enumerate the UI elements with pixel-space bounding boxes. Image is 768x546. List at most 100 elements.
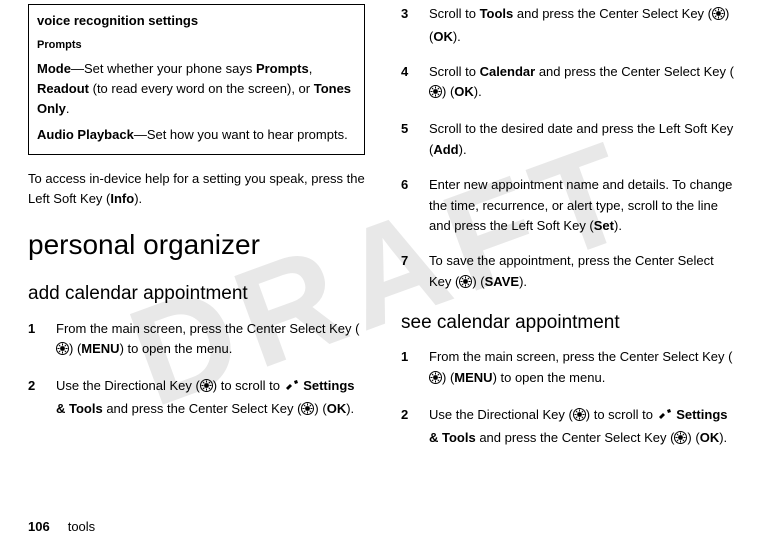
step-number: 2 xyxy=(28,376,56,422)
step-text-paren: ) ( xyxy=(687,430,699,445)
center-select-key-icon xyxy=(301,401,314,422)
step-text-c: ). xyxy=(474,84,482,99)
step-number: 7 xyxy=(401,251,429,295)
section-title-personal-organizer: personal organizer xyxy=(28,224,365,266)
step-key-set: Set xyxy=(594,218,614,233)
step-key-menu: MENU xyxy=(454,370,492,385)
step-text: To save the appointment, press the Cente… xyxy=(429,251,738,295)
settings-tools-icon xyxy=(657,406,673,427)
box-header: voice recognition settings xyxy=(37,11,356,31)
right-column: 3 Scroll to Tools and press the Center S… xyxy=(401,4,738,464)
box-audio-line: Audio Playback—Set how you want to hear … xyxy=(37,125,356,145)
step-text-a: Use the Directional Key ( xyxy=(56,378,200,393)
step-text: Scroll to Tools and press the Center Sel… xyxy=(429,4,738,48)
mode-prompts: Prompts xyxy=(256,61,309,76)
right-step-5: 5 Scroll to the desired date and press t… xyxy=(401,119,738,161)
step-key-ok: OK xyxy=(327,401,347,416)
footer-section: tools xyxy=(68,519,95,534)
right-step-6: 6 Enter new appointment name and details… xyxy=(401,175,738,237)
voice-recognition-box: voice recognition settings Prompts Mode—… xyxy=(28,4,365,155)
right-step-4: 4 Scroll to Calendar and press the Cente… xyxy=(401,62,738,106)
mode-readout: Readout xyxy=(37,81,89,96)
mode-label: Mode xyxy=(37,61,71,76)
subtitle-add-calendar: add calendar appointment xyxy=(28,280,365,309)
step-text-c: and press the Center Select Key ( xyxy=(103,401,302,416)
step-text: Use the Directional Key () to scroll to … xyxy=(429,405,738,451)
left-column: voice recognition settings Prompts Mode—… xyxy=(28,4,365,464)
step-text-a: Scroll to the desired date and press the… xyxy=(429,121,733,157)
step-text-a: Enter new appointment name and details. … xyxy=(429,177,732,234)
step-text: Enter new appointment name and details. … xyxy=(429,175,738,237)
left-step-2: 2 Use the Directional Key ( ) to scroll t… xyxy=(28,376,365,422)
step-text-a: From the main screen, press the Center S… xyxy=(56,321,359,336)
step-key-ok: OK xyxy=(433,29,453,44)
step-text: From the main screen, press the Center S… xyxy=(429,347,738,391)
step-number: 3 xyxy=(401,4,429,48)
help-text-b: ). xyxy=(134,191,142,206)
step-text-paren: ) ( xyxy=(314,401,326,416)
step-text-a: Scroll to xyxy=(429,6,480,21)
step-text-paren: ) ( xyxy=(442,370,454,385)
page-footer: 106 tools xyxy=(28,517,95,537)
step-text-a: Use the Directional Key ( xyxy=(429,407,573,422)
step-text-c: ). xyxy=(459,142,467,157)
step-text-c: ). xyxy=(519,274,527,289)
step-text-paren: ) ( xyxy=(442,84,454,99)
center-select-key-icon xyxy=(674,430,687,451)
step-number: 5 xyxy=(401,119,429,161)
audio-label: Audio Playback xyxy=(37,127,134,142)
center-select-key-icon xyxy=(56,341,69,362)
step-key-ok: OK xyxy=(700,430,720,445)
step-number: 6 xyxy=(401,175,429,237)
box-mode-line: Mode—Set whether your phone says Prompts… xyxy=(37,59,356,119)
center-select-key-icon xyxy=(712,6,725,27)
mode-text-end: . xyxy=(66,101,70,116)
settings-tools-icon xyxy=(284,377,300,398)
step-key-add: Add xyxy=(433,142,458,157)
step-text-b: ) to open the menu. xyxy=(493,370,606,385)
step-text-b: ) to open the menu. xyxy=(120,341,233,356)
directional-key-icon xyxy=(200,378,213,399)
step-key-save: SAVE xyxy=(485,274,519,289)
step-number: 1 xyxy=(28,319,56,363)
center-select-key-icon xyxy=(459,274,472,295)
step-text-d: ). xyxy=(719,430,727,445)
step-text-b: ) to scroll to xyxy=(213,378,284,393)
subtitle-see-calendar: see calendar appointment xyxy=(401,309,738,338)
step-number: 2 xyxy=(401,405,429,451)
left-step-1: 1 From the main screen, press the Center… xyxy=(28,319,365,363)
right-see-step-1: 1 From the main screen, press the Center… xyxy=(401,347,738,391)
help-text-a: To access in-device help for a setting y… xyxy=(28,171,365,207)
access-help-paragraph: To access in-device help for a setting y… xyxy=(28,169,365,211)
step-text-b: and press the Center Select Key ( xyxy=(535,64,734,79)
step-key-ok: OK xyxy=(454,84,474,99)
box-subhead-prompts: Prompts xyxy=(37,37,356,54)
mode-comma: , xyxy=(309,61,313,76)
step-text: Scroll to Calendar and press the Center … xyxy=(429,62,738,106)
page-number: 106 xyxy=(28,519,50,534)
step-text-paren: ) ( xyxy=(69,341,81,356)
step-text-c: and press the Center Select Key ( xyxy=(476,430,675,445)
help-key-info: Info xyxy=(110,191,134,206)
page-content: voice recognition settings Prompts Mode—… xyxy=(0,0,768,464)
step-number: 1 xyxy=(401,347,429,391)
step-key-menu: MENU xyxy=(81,341,119,356)
step-bold-calendar: Calendar xyxy=(480,64,536,79)
step-text-d: ). xyxy=(346,401,354,416)
step-text: From the main screen, press the Center S… xyxy=(56,319,365,363)
directional-key-icon xyxy=(573,407,586,428)
step-text-paren: ) ( xyxy=(472,274,484,289)
step-text-a: Scroll to xyxy=(429,64,480,79)
step-text-c: ). xyxy=(614,218,622,233)
audio-text: —Set how you want to hear prompts. xyxy=(134,127,348,142)
step-number: 4 xyxy=(401,62,429,106)
step-text-a: From the main screen, press the Center S… xyxy=(429,349,732,364)
right-step-7: 7 To save the appointment, press the Cen… xyxy=(401,251,738,295)
right-step-3: 3 Scroll to Tools and press the Center S… xyxy=(401,4,738,48)
right-see-step-2: 2 Use the Directional Key () to scroll t… xyxy=(401,405,738,451)
mode-text-b: (to read every word on the screen), or xyxy=(89,81,314,96)
step-text: Use the Directional Key () to scroll to … xyxy=(56,376,365,422)
center-select-key-icon xyxy=(429,84,442,105)
mode-text-a: —Set whether your phone says xyxy=(71,61,256,76)
center-select-key-icon xyxy=(429,370,442,391)
